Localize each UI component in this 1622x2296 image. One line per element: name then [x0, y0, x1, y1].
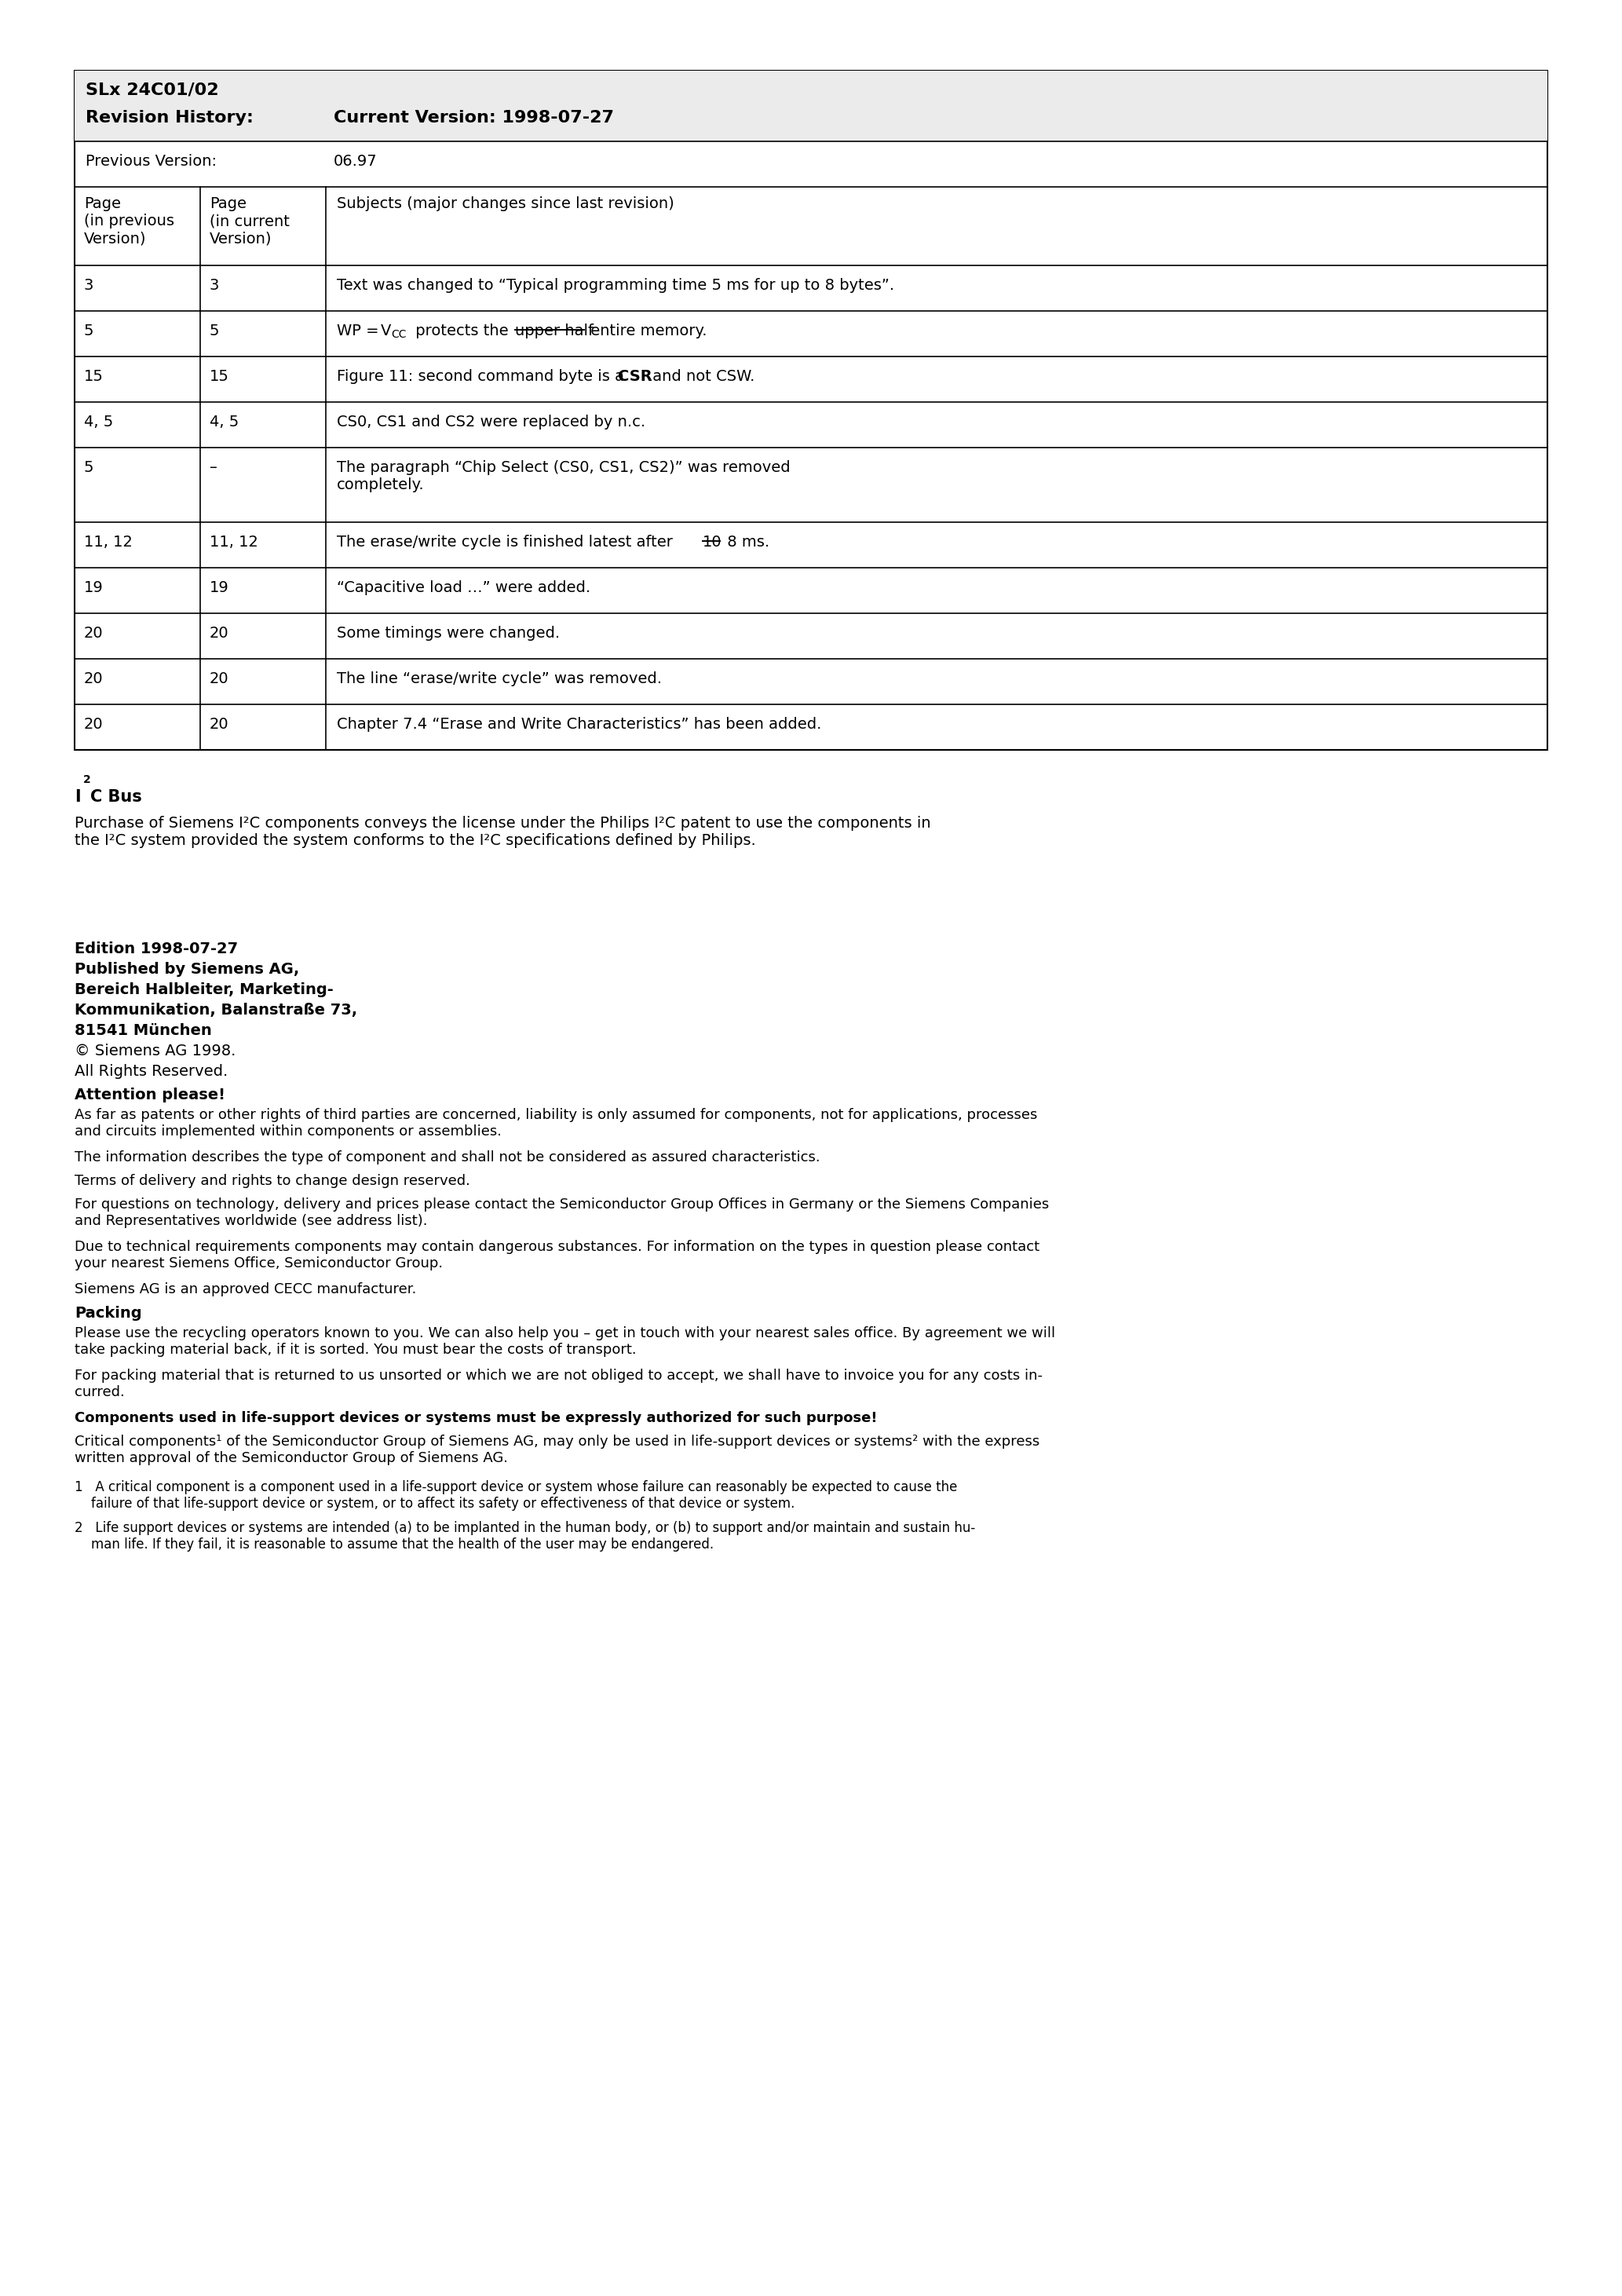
Text: and not CSW.: and not CSW. [647, 370, 754, 383]
Text: As far as patents or other rights of third parties are concerned, liability is o: As far as patents or other rights of thi… [75, 1109, 1038, 1139]
Text: C Bus: C Bus [91, 790, 141, 806]
Text: CSR: CSR [618, 370, 652, 383]
Text: 19: 19 [209, 581, 229, 595]
Text: 4, 5: 4, 5 [84, 416, 114, 429]
Text: Packing: Packing [75, 1306, 141, 1320]
Text: Page
(in previous
Version): Page (in previous Version) [84, 195, 174, 246]
Text: Some timings were changed.: Some timings were changed. [337, 627, 560, 641]
Text: The line “erase/write cycle” was removed.: The line “erase/write cycle” was removed… [337, 670, 662, 687]
Text: 1   A critical component is a component used in a life-support device or system : 1 A critical component is a component us… [75, 1481, 957, 1511]
Text: 15: 15 [84, 370, 104, 383]
Text: Kommunikation, Balanstraße 73,: Kommunikation, Balanstraße 73, [75, 1003, 357, 1017]
Text: I: I [75, 790, 81, 806]
Text: 20: 20 [209, 716, 229, 732]
Text: Text was changed to “Typical programming time 5 ms for up to 8 bytes”.: Text was changed to “Typical programming… [337, 278, 894, 294]
Text: 8 ms.: 8 ms. [722, 535, 769, 549]
Text: 2   Life support devices or systems are intended (a) to be implanted in the huma: 2 Life support devices or systems are in… [75, 1520, 975, 1552]
Text: For packing material that is returned to us unsorted or which we are not obliged: For packing material that is returned to… [75, 1368, 1043, 1398]
Text: 20: 20 [84, 627, 104, 641]
Text: 5: 5 [209, 324, 219, 338]
Text: 11, 12: 11, 12 [209, 535, 258, 549]
Text: Chapter 7.4 “Erase and Write Characteristics” has been added.: Chapter 7.4 “Erase and Write Characteris… [337, 716, 821, 732]
Text: 3: 3 [209, 278, 219, 294]
Text: 15: 15 [209, 370, 229, 383]
Text: 10: 10 [702, 535, 722, 549]
Text: Purchase of Siemens I²C components conveys the license under the Philips I²C pat: Purchase of Siemens I²C components conve… [75, 815, 931, 847]
Text: 11, 12: 11, 12 [84, 535, 133, 549]
Text: 20: 20 [84, 716, 104, 732]
Text: Figure 11: second command byte is a: Figure 11: second command byte is a [337, 370, 629, 383]
Text: Subjects (major changes since last revision): Subjects (major changes since last revis… [337, 195, 675, 211]
Text: CC: CC [391, 328, 406, 340]
Text: Siemens AG is an approved CECC manufacturer.: Siemens AG is an approved CECC manufactu… [75, 1281, 417, 1297]
Text: Bereich Halbleiter, Marketing-: Bereich Halbleiter, Marketing- [75, 983, 334, 996]
Text: V: V [381, 324, 391, 338]
Text: Revision History:: Revision History: [86, 110, 253, 126]
Text: Published by Siemens AG,: Published by Siemens AG, [75, 962, 300, 976]
Text: Page
(in current
Version): Page (in current Version) [209, 195, 290, 246]
Text: Current Version: 1998-07-27: Current Version: 1998-07-27 [334, 110, 615, 126]
Text: 20: 20 [84, 670, 104, 687]
Text: Attention please!: Attention please! [75, 1088, 225, 1102]
Text: 20: 20 [209, 670, 229, 687]
Text: The information describes the type of component and shall not be considered as a: The information describes the type of co… [75, 1150, 821, 1164]
Text: entire memory.: entire memory. [586, 324, 707, 338]
Text: upper half: upper half [516, 324, 594, 338]
Text: 2: 2 [83, 774, 91, 785]
Text: Previous Version:: Previous Version: [86, 154, 217, 170]
Text: “Capacitive load …” were added.: “Capacitive load …” were added. [337, 581, 590, 595]
Text: SLx 24C01/02: SLx 24C01/02 [86, 83, 219, 96]
Text: Please use the recycling operators known to you. We can also help you – get in t: Please use the recycling operators known… [75, 1327, 1056, 1357]
Text: protects the: protects the [410, 324, 513, 338]
Text: The erase/write cycle is finished latest after: The erase/write cycle is finished latest… [337, 535, 678, 549]
Text: 20: 20 [209, 627, 229, 641]
Text: CS0, CS1 and CS2 were replaced by n.c.: CS0, CS1 and CS2 were replaced by n.c. [337, 416, 646, 429]
Text: Critical components¹ of the Semiconductor Group of Siemens AG, may only be used : Critical components¹ of the Semiconducto… [75, 1435, 1040, 1465]
Text: 81541 München: 81541 München [75, 1024, 212, 1038]
Bar [75, 71, 1547, 142]
Text: © Siemens AG 1998.: © Siemens AG 1998. [75, 1045, 235, 1058]
Text: Edition 1998-07-27: Edition 1998-07-27 [75, 941, 238, 957]
Text: 19: 19 [84, 581, 104, 595]
Text: All Rights Reserved.: All Rights Reserved. [75, 1063, 227, 1079]
Text: Terms of delivery and rights to change design reserved.: Terms of delivery and rights to change d… [75, 1173, 470, 1187]
Bar [75, 71, 1547, 751]
Text: 4, 5: 4, 5 [209, 416, 238, 429]
Text: Components used in life-support devices or systems must be expressly authorized : Components used in life-support devices … [75, 1412, 878, 1426]
Text: Due to technical requirements components may contain dangerous substances. For i: Due to technical requirements components… [75, 1240, 1040, 1270]
Text: –: – [209, 459, 217, 475]
Text: The paragraph “Chip Select (CS0, CS1, CS2)” was removed
completely.: The paragraph “Chip Select (CS0, CS1, CS… [337, 459, 790, 491]
Text: 3: 3 [84, 278, 94, 294]
Text: 06.97: 06.97 [334, 154, 378, 170]
Text: For questions on technology, delivery and prices please contact the Semiconducto: For questions on technology, delivery an… [75, 1199, 1049, 1228]
Text: 5: 5 [84, 324, 94, 338]
Text: 5: 5 [84, 459, 94, 475]
Text: WP =: WP = [337, 324, 384, 338]
